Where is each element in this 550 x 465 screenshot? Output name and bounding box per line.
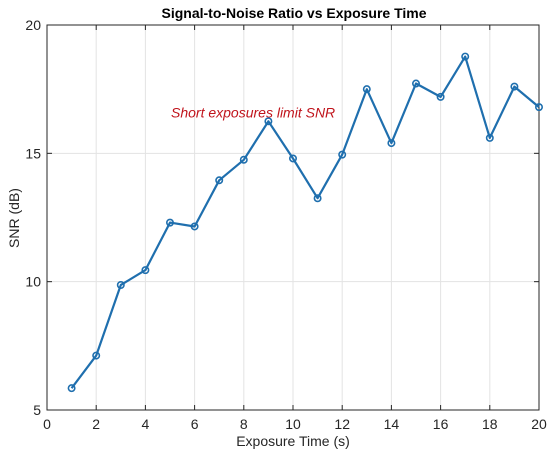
axis-ticks: 0 2 4 6 8 10 12 14 16 18 20 5 10 15 20 [25,17,547,432]
x-tick-label: 0 [43,416,51,432]
x-tick-label: 10 [285,416,301,432]
x-tick-label: 20 [531,416,547,432]
data-point [116,281,125,290]
data-point [67,384,76,393]
x-tick-label: 2 [92,416,100,432]
data-point [141,266,150,275]
data-point [411,79,420,88]
x-tick-label: 8 [240,416,248,432]
data-point [436,92,445,101]
data-point [239,155,248,164]
data-point [288,154,297,163]
data-point [338,150,347,159]
y-tick-label: 15 [25,145,41,161]
data-point [92,351,101,360]
data-point [534,103,543,112]
series-line [70,55,540,389]
chart-annotation: Short exposures limit SNR [171,104,335,120]
chart-title: Signal-to-Noise Ratio vs Exposure Time [161,5,426,21]
y-axis-label: SNR (dB) [6,188,22,248]
y-tick-label: 10 [25,274,41,290]
y-tick-label: 5 [33,402,41,418]
data-point [510,82,519,91]
data-point [461,52,470,61]
x-tick-label: 12 [334,416,350,432]
data-point [215,176,224,185]
x-tick-label: 4 [142,416,150,432]
data-point [264,117,273,126]
x-tick-label: 14 [384,416,400,432]
data-point [166,218,175,227]
data-point [362,85,371,94]
y-tick-label: 20 [25,17,41,33]
data-point [190,222,199,231]
data-point [313,194,322,203]
x-tick-label: 6 [191,416,199,432]
grid-lines [46,24,540,411]
x-tick-label: 16 [433,416,449,432]
data-series [67,52,543,393]
data-point [387,139,396,148]
x-axis-label: Exposure Time (s) [236,433,350,449]
x-tick-label: 18 [482,416,498,432]
data-point [485,133,494,142]
